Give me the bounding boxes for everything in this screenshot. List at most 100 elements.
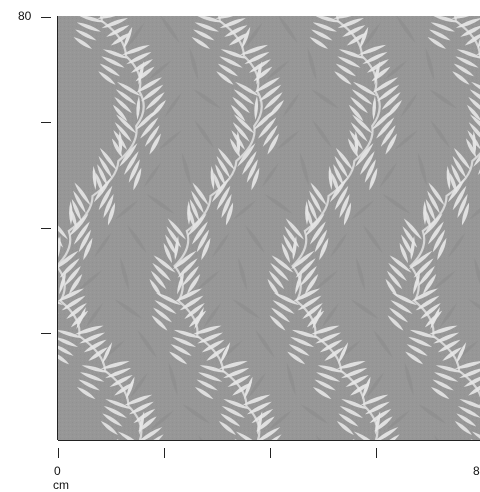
leaf [415, 295, 440, 311]
leaf [360, 394, 389, 406]
leaf [314, 16, 342, 23]
y-tick-2 [41, 122, 51, 123]
shadow-leaf [164, 92, 182, 118]
leaf [338, 342, 349, 364]
x-axis-line [58, 440, 480, 441]
leaf [187, 201, 191, 225]
leaf [246, 159, 258, 183]
leaf-stem [58, 16, 145, 440]
leaf [453, 63, 475, 77]
leaf [295, 271, 303, 295]
leaf [71, 198, 82, 222]
shadow-leaf [382, 194, 411, 214]
leaf [312, 386, 332, 400]
leaf [97, 164, 108, 186]
leaf [305, 213, 325, 237]
leaf [304, 274, 319, 294]
leaf [427, 190, 440, 214]
leaf [144, 125, 160, 147]
shadow-leaf [373, 330, 393, 358]
leaf [76, 22, 101, 32]
leaf [244, 376, 253, 400]
leaf [350, 122, 368, 142]
leaf [236, 131, 241, 155]
leaf [216, 71, 234, 85]
shadow-leaf [266, 60, 290, 80]
leaf [353, 431, 378, 440]
leaf [432, 229, 446, 253]
leaf [196, 229, 210, 253]
leaf [455, 56, 479, 68]
leaf [428, 325, 458, 335]
leaf [225, 202, 234, 226]
leaf [97, 16, 127, 19]
leaf [305, 201, 309, 225]
leaf [123, 26, 133, 50]
leaf [119, 143, 138, 167]
x-tick-2 [164, 448, 165, 458]
shadow-leaf [268, 410, 292, 430]
leaf [192, 182, 209, 206]
leaf [465, 138, 477, 158]
y-axis-top-label: 80 [18, 9, 32, 23]
leaf [241, 26, 251, 50]
leaf [103, 406, 127, 418]
leaf [456, 49, 480, 59]
leaf [215, 16, 245, 19]
leaf [169, 351, 188, 365]
leaf [58, 288, 85, 302]
leaf [377, 434, 400, 440]
leaf [109, 375, 133, 387]
leaf [191, 36, 211, 50]
leaf-stem [409, 16, 480, 398]
leaf [375, 411, 381, 435]
leaf [319, 237, 329, 261]
leaf [290, 250, 315, 270]
leaf [469, 89, 480, 105]
leaf [292, 236, 297, 260]
shadow-leaf [307, 47, 317, 81]
leaf [117, 431, 142, 440]
shadow-leaf [417, 152, 427, 186]
leaf [374, 61, 380, 85]
leaf [112, 104, 128, 122]
leaf [309, 190, 322, 214]
leaf [80, 372, 105, 382]
leaf [399, 242, 409, 264]
leaf [78, 379, 100, 391]
leaf [343, 202, 352, 226]
leaf [456, 342, 467, 364]
leaf [100, 361, 130, 369]
leaf [422, 274, 437, 294]
leaf [153, 255, 176, 273]
shadow-leaf [469, 200, 480, 220]
leaf [290, 336, 315, 348]
shadow-leaf [282, 92, 300, 118]
shadow-leaf [396, 16, 416, 43]
leaf [285, 218, 304, 240]
leaf [409, 329, 437, 339]
leaf [391, 292, 418, 306]
leaf [124, 151, 139, 175]
leaf [334, 71, 352, 85]
shadow-leaf [189, 47, 199, 81]
shadow-leaf [330, 232, 348, 258]
leaf [253, 109, 276, 131]
leaf [217, 147, 235, 171]
shadow-leaf [404, 362, 414, 396]
leaf [154, 300, 177, 314]
shadow-leaf [203, 302, 222, 328]
leaf [471, 431, 480, 440]
leaf [337, 56, 361, 68]
leaf [98, 155, 113, 179]
leaf [58, 218, 68, 240]
leaf [346, 32, 367, 46]
leaf [385, 278, 398, 298]
leaf [434, 372, 459, 382]
leaf [271, 255, 294, 273]
leaf [121, 44, 151, 56]
leaf [405, 351, 424, 365]
leaf [192, 325, 222, 335]
leaf [341, 367, 368, 379]
shadow-leaf [148, 60, 172, 80]
